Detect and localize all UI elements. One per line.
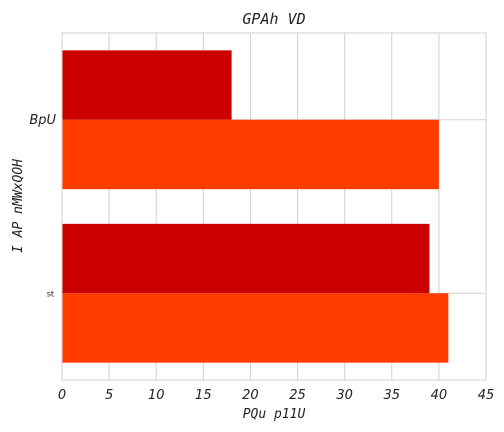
bar <box>62 119 439 190</box>
x-tick-label: 0 <box>58 388 66 403</box>
y-tick-label: st <box>47 289 54 298</box>
chart-title: GPAh VD <box>242 10 305 28</box>
x-tick-label: 5 <box>105 388 113 403</box>
x-tick-labels: 0 5 10 15 20 25 30 35 40 45 <box>58 388 494 403</box>
plot-frame <box>61 32 487 381</box>
y-tick-labels: BpU st <box>29 113 56 299</box>
x-tick-label: 30 <box>336 388 353 403</box>
x-tick-label: 15 <box>195 388 212 403</box>
x-tick-label: 20 <box>242 388 259 403</box>
x-tick-label: 35 <box>384 388 401 403</box>
bar-layer <box>62 50 449 363</box>
y-tick-label: BpU <box>29 113 56 128</box>
x-tick-label: 10 <box>148 388 165 403</box>
bar <box>62 223 430 294</box>
x-tick-label: 40 <box>431 388 448 403</box>
bar <box>62 50 232 120</box>
x-axis-label: PQu p11U <box>243 407 306 422</box>
bar <box>62 293 449 363</box>
x-tick-label: 45 <box>478 388 495 403</box>
y-axis-label: I AP nMWxQOH <box>11 159 26 253</box>
x-tick-label: 25 <box>289 388 306 403</box>
